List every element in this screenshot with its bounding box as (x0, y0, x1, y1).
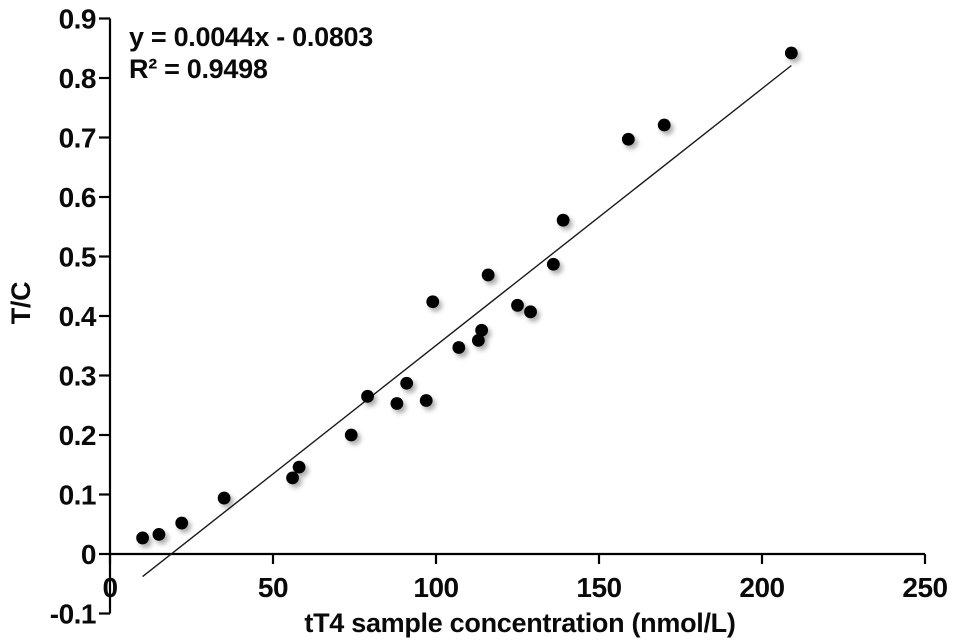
y-tick-label: 0.7 (59, 123, 96, 154)
trendline (142, 64, 792, 578)
y-tick-label: -0.1 (50, 599, 96, 630)
y-tick-label: 0.6 (59, 182, 96, 213)
x-tick-label: 150 (576, 572, 621, 603)
y-tick-label: 0.9 (59, 4, 96, 35)
data-point (452, 341, 466, 354)
data-point (546, 257, 560, 271)
data-point (784, 46, 798, 60)
data-point (361, 389, 374, 403)
x-tick-label: 50 (258, 572, 288, 603)
data-point (292, 460, 306, 474)
data-point (175, 516, 189, 530)
r-squared-label: R² = 0.9498 (129, 54, 268, 84)
data-point (621, 132, 635, 146)
y-tick-label: 0.8 (59, 63, 96, 94)
data-point (217, 491, 231, 505)
data-point (390, 397, 404, 410)
data-point (400, 376, 414, 390)
data-point (556, 213, 570, 227)
equation-label: y = 0.0044x - 0.0803 (129, 22, 373, 52)
data-point (344, 428, 358, 442)
y-tick-label: 0.5 (59, 242, 96, 273)
data-point (471, 333, 485, 347)
x-axis-title: tT4 sample concentration (nmol/L) (304, 608, 735, 638)
x-tick-label: 200 (739, 572, 784, 603)
y-tick-label: 0.2 (59, 420, 96, 451)
axes (99, 17, 927, 615)
data-point (481, 268, 495, 282)
x-tick-label: 0 (102, 572, 117, 603)
y-tick-label: 0.3 (59, 361, 96, 392)
data-point (152, 527, 166, 541)
data-point (524, 305, 537, 319)
data-point (426, 295, 440, 309)
y-tick-label: 0.4 (59, 301, 97, 332)
data-point (511, 298, 524, 312)
x-tick-label: 100 (413, 572, 458, 603)
y-axis-title: T/C (6, 282, 36, 325)
data-point (136, 531, 150, 545)
data-point (419, 394, 433, 407)
x-tick-label: 250 (902, 572, 947, 603)
data-point (286, 471, 299, 485)
data-points (136, 46, 798, 545)
y-tick-label: 0 (81, 539, 96, 570)
data-point (475, 323, 489, 337)
data-point (657, 118, 671, 132)
y-tick-label: 0.1 (59, 480, 96, 511)
tick-labels: -0.100.10.20.30.40.50.60.70.80.90 50 100 15… (50, 4, 948, 630)
